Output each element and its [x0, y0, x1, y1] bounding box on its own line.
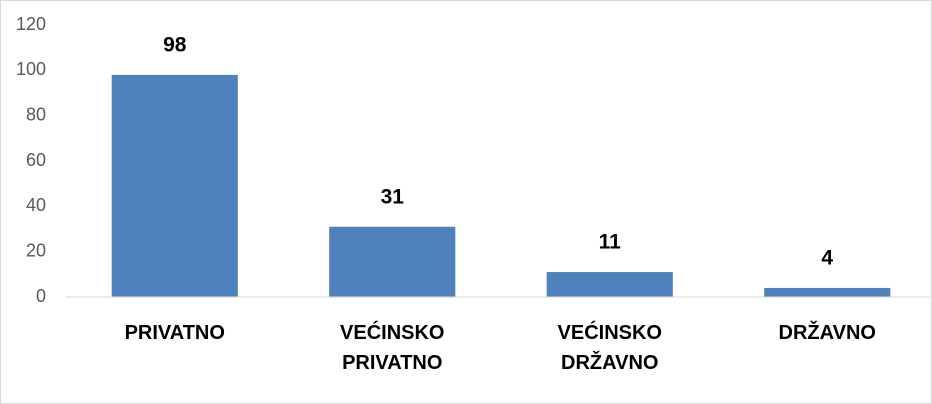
- data-label: 4: [821, 246, 833, 269]
- data-label: 31: [381, 185, 405, 208]
- x-tick-label: PRIVATNO: [124, 322, 225, 344]
- y-tick-label: 80: [26, 104, 46, 124]
- data-label: 11: [599, 231, 622, 254]
- bar: [329, 226, 456, 297]
- data-label: 98: [163, 33, 187, 56]
- bar: [111, 74, 238, 297]
- y-tick-label: 40: [26, 195, 46, 215]
- bar: [546, 272, 673, 297]
- y-tick-label: 20: [26, 240, 46, 260]
- x-tick-label: DRŽAVNO: [778, 322, 876, 344]
- x-tick-label: VEĆINSKO PRIVATNO: [340, 322, 445, 374]
- x-tick-label: VEĆINSKO DRŽAVNO: [557, 322, 662, 374]
- y-tick-label: 120: [16, 14, 46, 34]
- y-tick-label: 60: [26, 150, 46, 170]
- y-tick-label: 100: [16, 59, 46, 79]
- bar: [764, 287, 891, 297]
- y-tick-label: 0: [36, 286, 46, 306]
